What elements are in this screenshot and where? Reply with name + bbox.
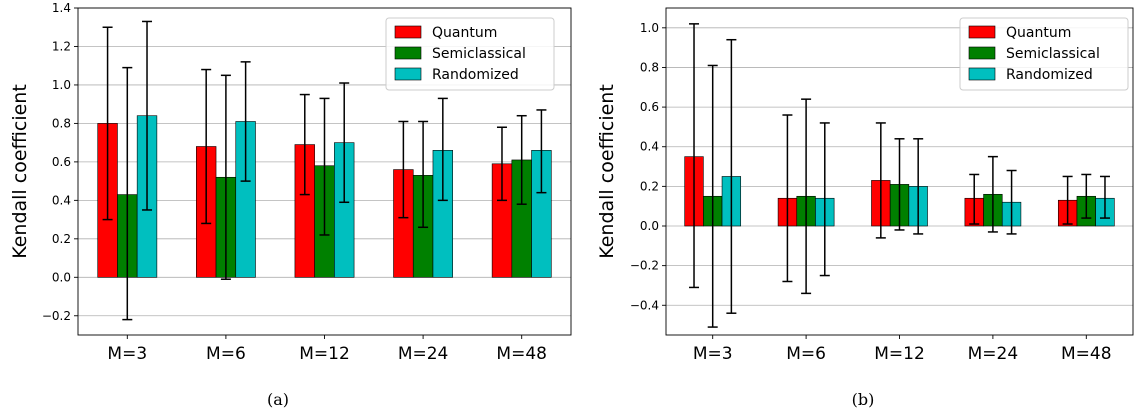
y-axis-label: Kendall coefficient (9, 84, 31, 259)
x-ticks: M=3 M=6 M=12 M=24 M=48 (107, 335, 547, 364)
error-bar (398, 120, 409, 219)
legend-label: Semiclassical (432, 46, 526, 62)
error-bar (418, 120, 429, 229)
y-tick-label: 0.4 (52, 193, 71, 207)
legend-item-semiclassical: Semiclassical (394, 46, 526, 62)
legend-item-quantum: Quantum (968, 25, 1071, 41)
y-tick-label: 0.4 (640, 140, 659, 154)
legend-swatch (968, 25, 996, 39)
x-tick-label: M=48 (496, 344, 547, 364)
x-tick-label: M=12 (874, 344, 925, 364)
y-tick-label: 1.2 (52, 39, 71, 53)
legend-box (959, 17, 1129, 91)
y-tick-label: 0.6 (640, 100, 659, 114)
error-bar (201, 68, 212, 225)
error-bar (142, 20, 153, 211)
error-bar (819, 122, 830, 277)
error-bar (102, 26, 113, 221)
error-bar (801, 98, 812, 295)
chart-panel-b: −0.4 −0.2 0.0 0.2 0.4 0.6 0.8 1.0 M=3 M=6 M=12 M=24… (596, 7, 1134, 409)
error-bar (299, 93, 310, 196)
y-tick-label: 0.6 (52, 155, 71, 169)
y-tick-label: 0.0 (640, 219, 659, 233)
error-bar (496, 126, 507, 202)
error-bar (339, 82, 350, 204)
y-tick-label: 0.8 (52, 116, 71, 130)
legend-label: Randomized (432, 67, 519, 83)
x-ticks: M=3 M=6 M=12 M=24 M=48 (693, 335, 1112, 364)
error-bar (1006, 169, 1017, 235)
y-tick-label: 1.4 (52, 1, 71, 15)
y-ticks: −0.4 −0.2 0.0 0.2 0.4 0.6 0.8 1.0 (630, 21, 666, 312)
y-axis-label: Kendall coefficient (596, 84, 618, 259)
error-bars (102, 20, 547, 321)
legend-label: Quantum (432, 25, 497, 41)
legend-label: Randomized (1006, 67, 1093, 83)
x-tick-label: M=12 (299, 344, 350, 364)
error-bar (122, 66, 133, 321)
error-bar (1081, 173, 1092, 219)
legend-item-randomized: Randomized (394, 67, 519, 83)
y-tick-label: 0.0 (52, 270, 71, 284)
y-tick-label: 0.2 (640, 179, 659, 193)
error-bar (516, 114, 527, 205)
error-bar (220, 74, 231, 280)
error-bar (969, 173, 980, 225)
legend-label: Semiclassical (1006, 46, 1100, 62)
x-tick-label: M=3 (693, 344, 733, 364)
error-bar (689, 23, 700, 289)
panel-caption: (a) (267, 390, 289, 409)
error-bar (987, 155, 998, 233)
y-tick-label: −0.2 (42, 309, 71, 323)
x-tick-label: M=48 (1061, 344, 1112, 364)
error-bar (875, 122, 886, 239)
legend-box (385, 17, 555, 91)
y-ticks: −0.2 0.0 0.2 0.4 0.6 0.8 1.0 1.2 1.4 (42, 1, 78, 323)
y-tick-label: 0.2 (52, 232, 71, 246)
legend-item-quantum: Quantum (394, 25, 497, 41)
error-bar (240, 61, 251, 182)
x-tick-label: M=6 (206, 344, 246, 364)
x-tick-label: M=6 (786, 344, 826, 364)
y-tick-label: 0.8 (640, 60, 659, 74)
error-bar (726, 38, 737, 314)
legend-swatch (394, 46, 422, 60)
x-tick-label: M=24 (398, 344, 449, 364)
error-bar (437, 97, 448, 202)
error-bar (1062, 175, 1073, 225)
error-bar (1099, 175, 1110, 219)
legend-label: Quantum (1006, 25, 1071, 41)
panel-caption: (b) (852, 390, 875, 409)
legend-swatch (394, 25, 422, 39)
error-bar (913, 138, 924, 235)
x-tick-label: M=3 (107, 344, 147, 364)
legend: Quantum Semiclassical Randomized (385, 17, 555, 91)
y-tick-label: −0.2 (630, 259, 659, 273)
error-bars (689, 23, 1110, 328)
legend: Quantum Semiclassical Randomized (959, 17, 1129, 91)
legend-swatch (968, 46, 996, 60)
error-bar (536, 109, 547, 194)
chart-panel-a: −0.20.00.20.40.60.81.01.21.4M=3 M=6 M=12 M=… (9, 1, 572, 409)
legend-swatch (968, 67, 996, 81)
y-tick-label: −0.4 (630, 298, 659, 312)
error-bar (319, 97, 330, 236)
error-bar (894, 138, 905, 231)
y-tick-label: 1.0 (52, 78, 71, 92)
legend-item-semiclassical: Semiclassical (968, 46, 1100, 62)
x-tick-label: M=24 (968, 344, 1019, 364)
legend-item-randomized: Randomized (968, 67, 1093, 83)
legend-swatch (394, 67, 422, 81)
error-bar (707, 64, 718, 328)
error-bar (782, 114, 793, 283)
y-tick-label: 1.0 (640, 21, 659, 35)
